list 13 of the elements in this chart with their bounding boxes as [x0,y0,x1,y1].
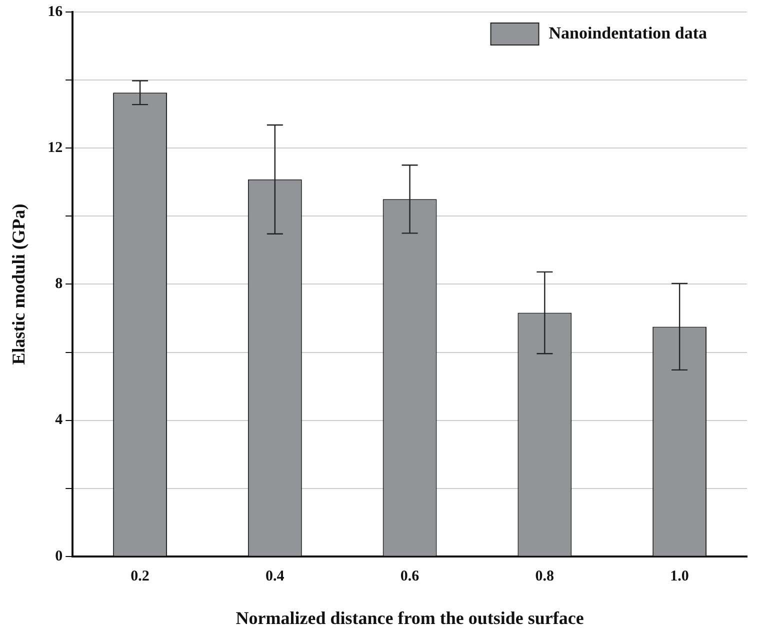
x-tick-label: 1.0 [670,568,689,584]
y-axis-title: Elastic moduli (GPa) [8,204,28,365]
y-tick-label: 16 [48,4,64,20]
y-tick-label: 0 [55,548,63,564]
y-tick-label: 12 [48,140,63,156]
x-tick-label: 0.8 [535,568,554,584]
x-tick-label: 0.6 [400,568,420,584]
y-tick-label: 4 [55,412,64,428]
y-tick-label: 8 [55,276,63,292]
x-tick-label: 0.2 [130,568,150,584]
x-axis-title: Normalized distance from the outside surface [236,608,584,628]
legend-label: Nanoindentation data [548,23,708,42]
x-tick-label: 0.4 [266,568,285,584]
